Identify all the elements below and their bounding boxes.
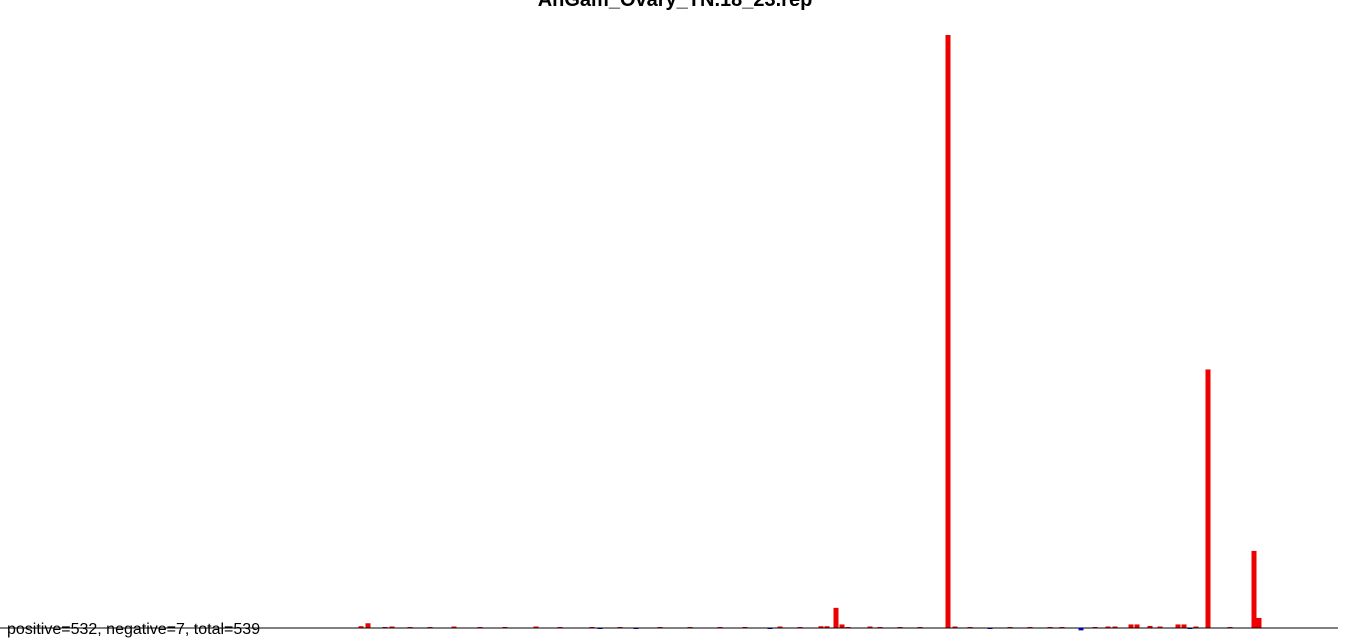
bar-positive-22 [818,626,824,628]
bar-positive-27 [867,626,873,628]
strand-count-label: positive=532, negative=7, total=539 [7,621,260,638]
bar-positive-46 [1157,626,1163,628]
bar-positive-9 [533,626,539,628]
bar-positive-51 [1205,369,1211,628]
bar-positive-31 [945,35,951,628]
bar-positive-47 [1175,624,1181,628]
bar-negative-39 [1078,628,1084,631]
bar-positive-6 [451,626,457,628]
bar-positive-20 [777,626,783,628]
bar-positive-1 [365,623,371,628]
bar-positive-48 [1181,624,1187,628]
bar-positive-42 [1112,626,1118,628]
bar-positive-23 [824,626,830,628]
bar-positive-3 [389,626,395,628]
bar-positive-25 [839,624,845,628]
bar-positive-45 [1147,625,1153,628]
bar-positive-24 [833,607,839,628]
bar-positive-54 [1256,617,1262,628]
bar-positive-50 [1193,626,1199,628]
bar-positive-44 [1134,624,1140,628]
bar-positive-53 [1251,550,1257,628]
bar-positive-0 [358,626,364,628]
bars-group [358,35,1262,631]
bar-positive-43 [1128,624,1134,628]
chart-title: AnGam_Ovary_TN.18_23.rep [538,0,813,11]
bar-positive-32 [952,626,958,628]
bar-positive-41 [1105,626,1111,628]
